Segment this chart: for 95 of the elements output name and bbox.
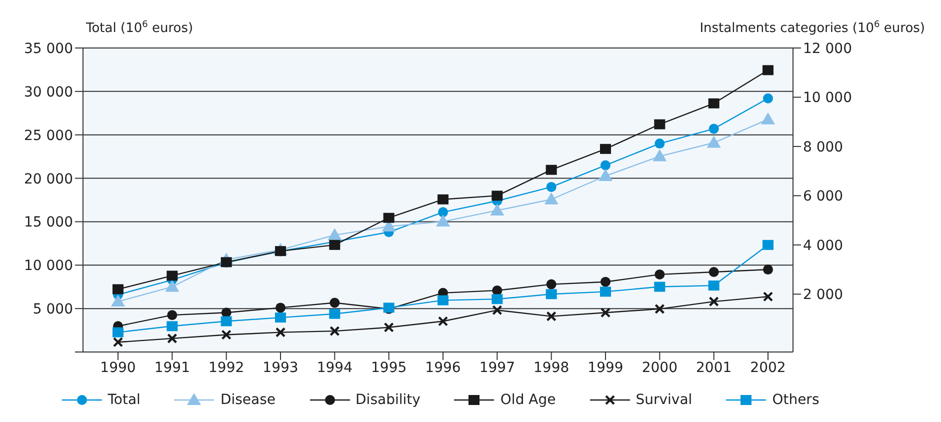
point: [654, 269, 665, 280]
point: [763, 264, 773, 275]
point: [438, 295, 448, 306]
point: [275, 327, 286, 338]
point: [167, 310, 178, 320]
point: [546, 164, 557, 175]
point: [600, 286, 611, 297]
point: [654, 138, 665, 149]
point: [546, 279, 556, 290]
x-tick-label: 1995: [371, 360, 407, 376]
point: [762, 65, 774, 76]
point: [652, 149, 667, 162]
point: [111, 294, 125, 307]
x-tick-label: 1997: [479, 360, 515, 376]
point: [600, 160, 610, 170]
point: [328, 228, 342, 240]
legend-label: Disability: [354, 392, 420, 408]
legend-label: Survival: [634, 392, 692, 408]
point: [492, 294, 503, 304]
point: [708, 267, 719, 277]
x-tick-label: 2001: [696, 360, 732, 376]
point: [763, 93, 773, 104]
legend-label: Disease: [219, 392, 276, 408]
point: [654, 304, 665, 314]
x-tick-label: 1990: [100, 360, 136, 376]
point: [438, 194, 448, 204]
point: [166, 321, 178, 332]
point: [544, 192, 558, 204]
point: [276, 302, 286, 313]
point: [546, 311, 556, 322]
y2-axis-title: Instalments categories (10$^{6}$ euros): [700, 20, 925, 36]
point: [330, 298, 340, 308]
y-tick-label: 15 000: [24, 214, 73, 231]
point: [438, 316, 448, 326]
y2-tick-label: 4 000: [803, 238, 844, 254]
y-tick-label: 30 000: [24, 84, 73, 100]
point: [654, 282, 666, 292]
y-tick-label: 5 000: [32, 302, 73, 318]
point: [165, 280, 180, 292]
point: [600, 308, 611, 318]
point: [112, 327, 124, 338]
x-tick-label: 2002: [750, 360, 786, 376]
legend-label: Old Age: [499, 392, 556, 408]
point: [438, 207, 448, 218]
point: [330, 326, 340, 336]
point: [762, 240, 774, 250]
point: [436, 214, 450, 227]
x-tick-label: 1999: [588, 360, 624, 376]
point: [708, 296, 719, 307]
x-tick-label: 1992: [208, 360, 244, 376]
y2-tick-label: 12 000: [803, 40, 852, 57]
point: [220, 316, 232, 326]
point: [598, 169, 612, 181]
point: [708, 98, 720, 108]
point: [708, 124, 719, 134]
y2-tick-label: 8 000: [803, 139, 844, 156]
point: [761, 112, 775, 124]
point: [112, 284, 124, 294]
point: [492, 190, 503, 201]
x-tick-label: 1996: [425, 360, 461, 376]
y2-tick-label: 6 000: [803, 188, 844, 205]
point: [708, 280, 720, 291]
y-tick-label: 10 000: [24, 258, 73, 274]
x-tick-label: 1994: [316, 360, 353, 376]
point: [654, 119, 666, 130]
y-tick-label: 25 000: [24, 128, 73, 144]
point: [490, 203, 504, 216]
point: [329, 308, 340, 319]
point: [329, 240, 340, 250]
point: [600, 276, 610, 287]
point: [492, 305, 502, 316]
y-tick-label: 20 000: [24, 171, 73, 188]
point: [383, 212, 394, 223]
point: [546, 182, 556, 192]
legend-label: Others: [771, 392, 820, 408]
point: [762, 292, 774, 302]
y2-tick-label: 10 000: [803, 90, 852, 106]
point: [546, 289, 557, 300]
point: [112, 337, 124, 348]
point: [706, 136, 721, 148]
point: [492, 285, 502, 296]
point: [600, 144, 611, 154]
point: [167, 333, 178, 344]
x-tick-label: 1998: [534, 360, 570, 376]
point: [384, 322, 394, 332]
y-axis-title: Total (10$^{6}$ euros): [85, 20, 194, 36]
y2-tick-label: 2 000: [803, 287, 844, 304]
point: [166, 270, 178, 281]
point: [275, 312, 286, 323]
legend-label: Total: [106, 392, 140, 408]
x-tick-label: 2000: [642, 360, 678, 376]
y-tick-label: 35 000: [24, 40, 73, 57]
point: [221, 330, 232, 340]
x-tick-label: 1993: [262, 360, 298, 376]
x-tick-label: 1991: [154, 360, 190, 376]
